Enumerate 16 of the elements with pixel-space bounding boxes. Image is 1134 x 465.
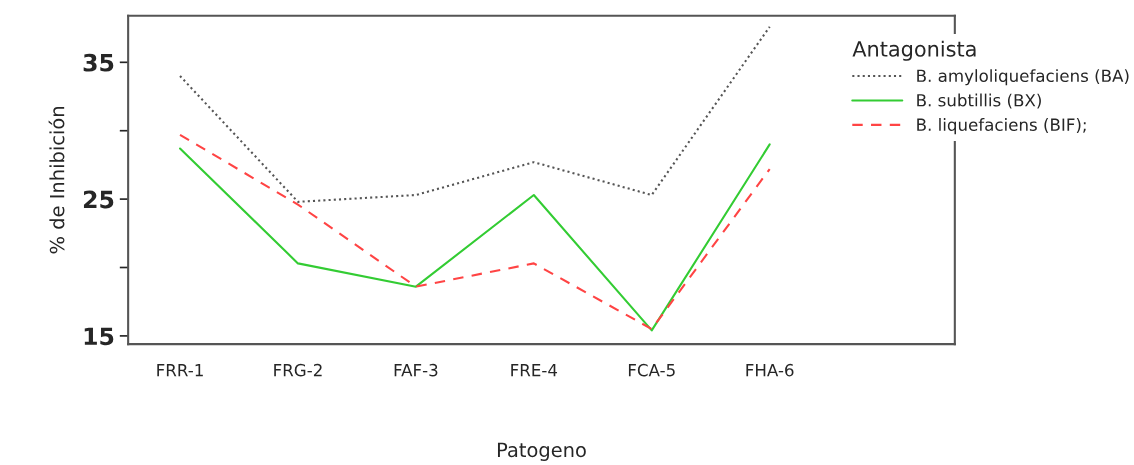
x-tick-label: FAF-3 — [394, 363, 438, 377]
x-tick-label: FRE-4 — [511, 364, 558, 377]
legend-label: B. liquefaciens (BIF); — [917, 118, 1086, 135]
legend-label: B. subtillis (BX) — [917, 93, 1041, 109]
line-series — [178, 25, 771, 203]
x-tick-label: FRR-1 — [157, 364, 203, 377]
legend-title: Antagonista — [852, 40, 976, 61]
x-axis-title: Patogeno — [497, 442, 586, 461]
legend-label: B. amyloliquefaciens (BA) — [917, 69, 1129, 86]
y-tick-label: 25 — [83, 190, 114, 209]
y-tick-label: 15 — [84, 327, 114, 346]
x-tick-label: FRG-2 — [274, 363, 322, 377]
y-axis-title: % de Inhibición — [48, 107, 65, 254]
y-tick-label: 35 — [83, 53, 114, 72]
x-tick-label: FHA-6 — [746, 363, 794, 377]
x-tick-label: FCA-5 — [628, 363, 675, 377]
